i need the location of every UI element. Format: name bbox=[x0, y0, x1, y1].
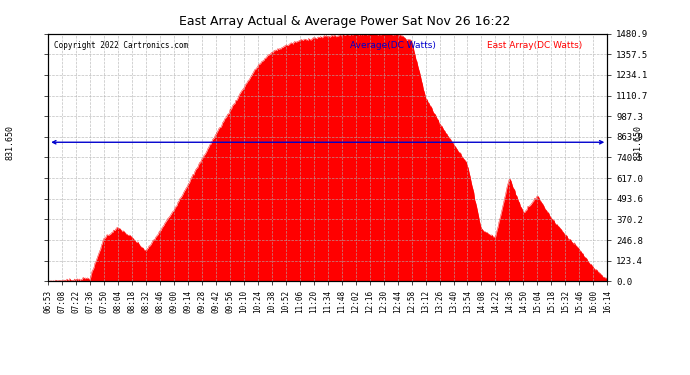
Text: Average(DC Watts): Average(DC Watts) bbox=[350, 41, 436, 50]
Text: 831.650: 831.650 bbox=[633, 125, 643, 160]
Text: East Array(DC Watts): East Array(DC Watts) bbox=[487, 41, 582, 50]
Text: 831.650: 831.650 bbox=[6, 125, 15, 160]
Text: East Array Actual & Average Power Sat Nov 26 16:22: East Array Actual & Average Power Sat No… bbox=[179, 15, 511, 28]
Text: Copyright 2022 Cartronics.com: Copyright 2022 Cartronics.com bbox=[54, 41, 188, 50]
